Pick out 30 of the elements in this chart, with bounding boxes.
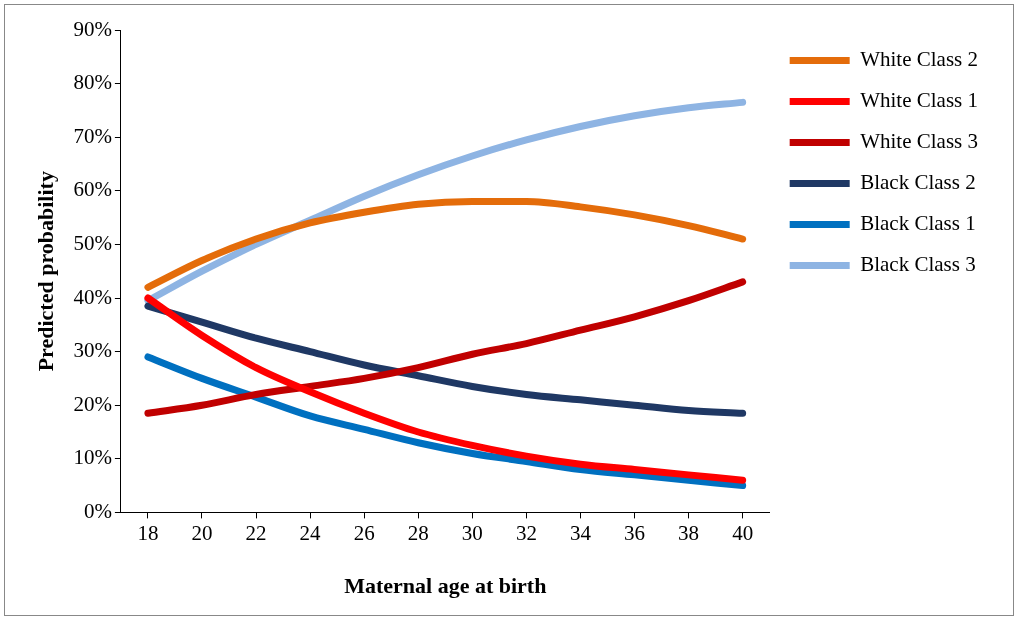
legend-label: White Class 1 [860,88,979,113]
x-tick-label: 36 [624,520,646,545]
x-tick-label: 26 [353,520,375,545]
x-tick-label: 18 [137,520,159,545]
legend-label: White Class 2 [860,47,979,72]
legend-label: Black Class 2 [860,170,976,195]
y-tick-label: 40% [73,284,112,309]
x-tick-label: 38 [678,520,700,545]
y-tick-label: 30% [73,338,112,363]
y-tick-label: 10% [73,445,112,470]
x-tick-label: 30 [461,520,483,545]
y-tick-label: 90% [73,16,112,41]
x-axis-title: Maternal age at birth [344,573,547,599]
y-axis-title: Predicted probability [32,171,58,372]
legend-label: Black Class 3 [860,252,976,277]
x-tick-label: 34 [569,520,592,545]
y-tick-label: 20% [73,391,112,416]
y-tick-label: 60% [73,177,112,202]
y-tick-label: 70% [73,123,112,148]
x-tick-label: 22 [245,520,267,545]
x-tick-label: 24 [299,520,322,545]
y-tick-label: 0% [83,498,112,523]
y-tick-label: 80% [73,70,112,95]
legend-label: White Class 3 [860,129,979,154]
legend-label: Black Class 1 [860,211,976,236]
x-tick-label: 28 [407,520,429,545]
x-tick-label: 20 [191,520,213,545]
x-tick-label: 32 [515,520,537,545]
y-tick-label: 50% [73,230,112,255]
x-tick-label: 40 [732,520,754,545]
